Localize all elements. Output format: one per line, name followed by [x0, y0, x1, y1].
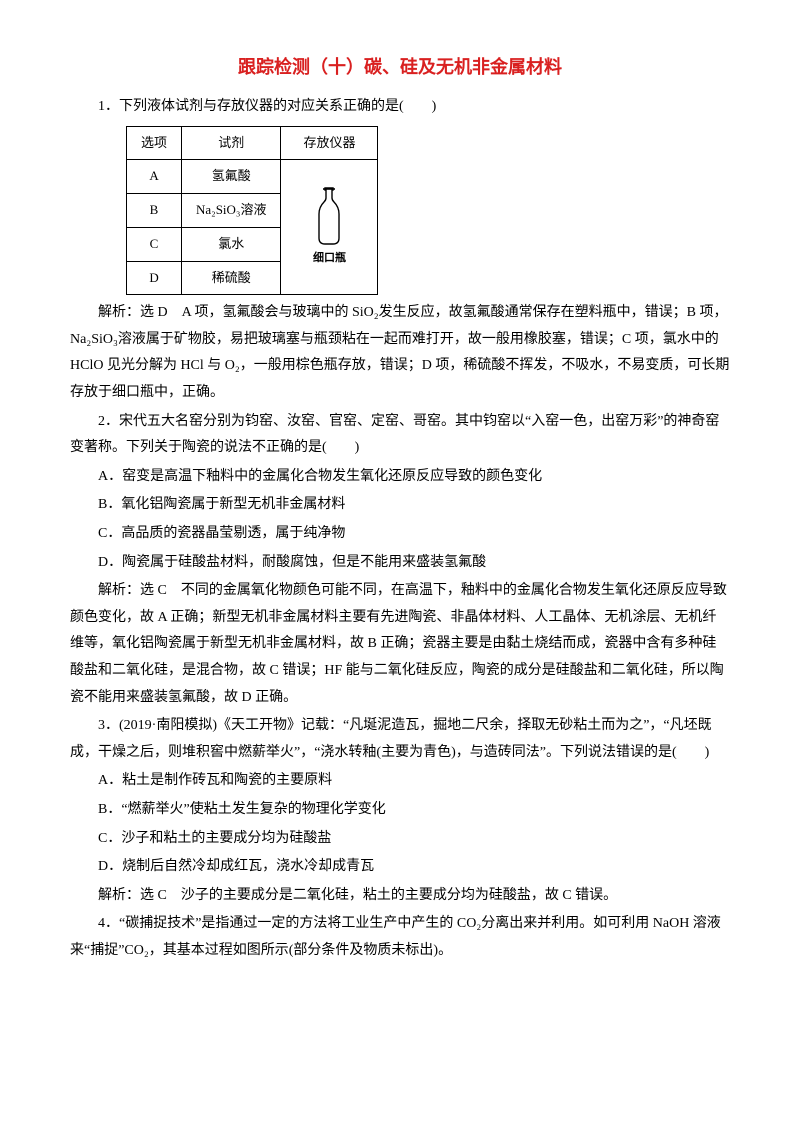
q1-analysis: 解析：选 D A 项，氢氟酸会与玻璃中的 SiO₂发生反应，故氢氟酸通常保存在塑… — [70, 300, 730, 406]
table-cell: B — [127, 194, 182, 228]
q1-table: 选项 试剂 存放仪器 A 氢氟酸 细口瓶 B Na₂SiO₃溶液 C 氯水 D … — [126, 126, 378, 295]
q4-stem: 4．“碳捕捉技术”是指通过一定的方法将工业生产中产生的 CO₂分离出来并利用。如… — [70, 911, 730, 964]
q2-stem: 2．宋代五大名窑分别为钧窑、汝窑、官窑、定窑、哥窑。其中钧窑以“入窑一色，出窑万… — [70, 409, 730, 462]
col-header: 存放仪器 — [281, 126, 378, 160]
q1-stem: 1．下列液体试剂与存放仪器的对应关系正确的是( ) — [70, 94, 730, 121]
table-cell: 氢氟酸 — [182, 160, 281, 194]
bottle-label: 细口瓶 — [313, 248, 346, 269]
table-cell: A — [127, 160, 182, 194]
table-cell: 氯水 — [182, 227, 281, 261]
q3-option-a: A．粘土是制作砖瓦和陶瓷的主要原料 — [70, 768, 730, 795]
q3-option-d: D．烧制后自然冷却成红瓦，浇水冷却成青瓦 — [70, 854, 730, 881]
q3-option-b: B．“燃薪举火”使粘土发生复杂的物理化学变化 — [70, 797, 730, 824]
q2-option-c: C．高品质的瓷器晶莹剔透，属于纯净物 — [70, 521, 730, 548]
q2-option-d: D．陶瓷属于硅酸盐材料，耐酸腐蚀，但是不能用来盛装氢氟酸 — [70, 550, 730, 577]
table-cell: D — [127, 261, 182, 295]
col-header: 试剂 — [182, 126, 281, 160]
table-cell: Na₂SiO₃溶液 — [182, 194, 281, 228]
table-cell: 稀硫酸 — [182, 261, 281, 295]
bottle-cell: 细口瓶 — [281, 160, 378, 295]
page-title: 跟踪检测（十）碳、硅及无机非金属材料 — [70, 50, 730, 84]
table-cell: C — [127, 227, 182, 261]
q2-analysis: 解析：选 C 不同的金属氧化物颜色可能不同，在高温下，釉料中的金属化合物发生氧化… — [70, 578, 730, 711]
col-header: 选项 — [127, 126, 182, 160]
q3-stem: 3．(2019·南阳模拟)《天工开物》记载：“凡埏泥造瓦，掘地二尺余，择取无砂粘… — [70, 713, 730, 766]
q3-analysis: 解析：选 C 沙子的主要成分是二氧化硅，粘土的主要成分均为硅酸盐，故 C 错误。 — [70, 883, 730, 910]
q2-option-a: A．窑变是高温下釉料中的金属化合物发生氧化还原反应导致的颜色变化 — [70, 464, 730, 491]
bottle-icon — [311, 186, 347, 246]
q2-option-b: B．氧化铝陶瓷属于新型无机非金属材料 — [70, 492, 730, 519]
table-row: A 氢氟酸 细口瓶 — [127, 160, 378, 194]
table-row: 选项 试剂 存放仪器 — [127, 126, 378, 160]
q3-option-c: C．沙子和粘土的主要成分均为硅酸盐 — [70, 826, 730, 853]
